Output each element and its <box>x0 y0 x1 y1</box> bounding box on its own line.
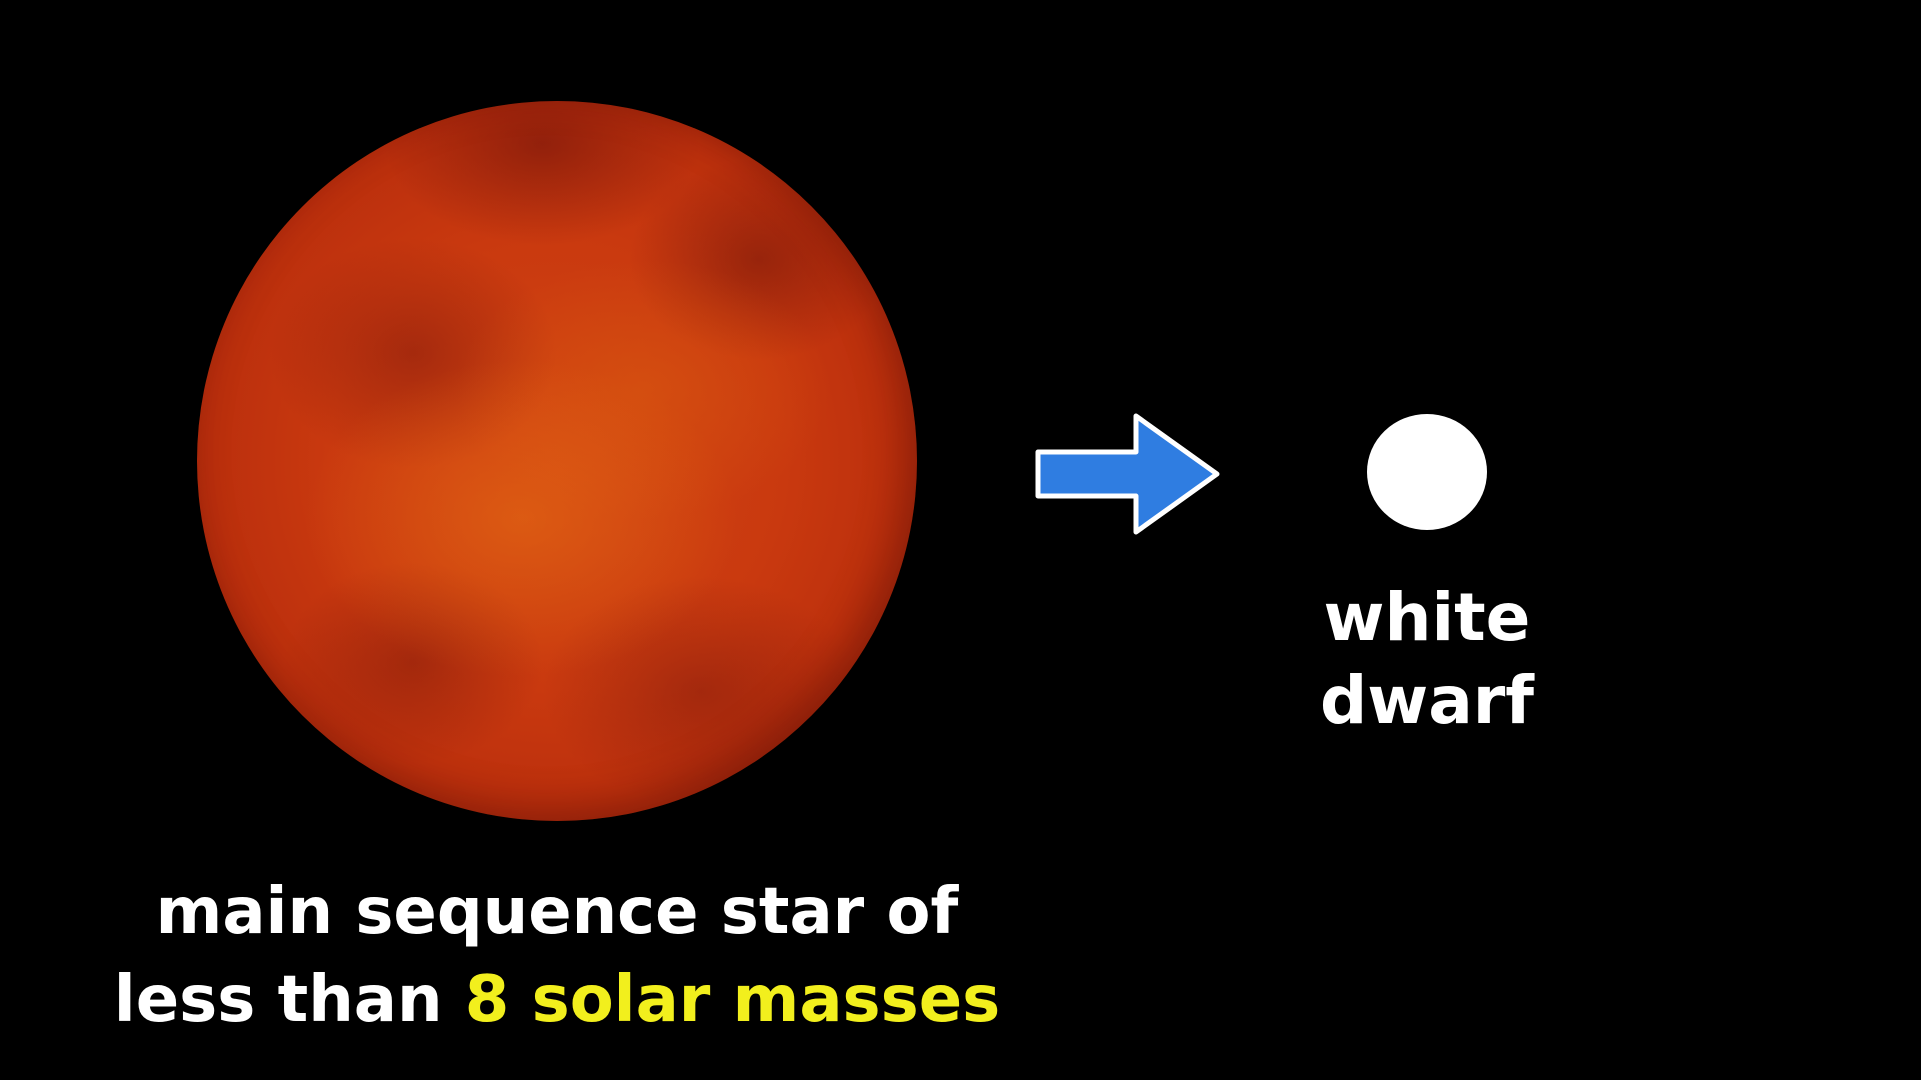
white-dwarf-label-line2: dwarf <box>1319 662 1535 739</box>
star-caption-line1: main sequence star of <box>155 875 959 949</box>
white-dwarf-label-line1: white <box>1323 579 1531 656</box>
star-caption: main sequence star of less than 8 solar … <box>97 868 1017 1044</box>
solar-mass-highlight: 8 solar masses <box>464 963 1001 1037</box>
star-caption-line2: less than 8 solar masses <box>97 956 1017 1044</box>
white-dwarf <box>1367 414 1487 530</box>
white-dwarf-label: white dwarf <box>1267 576 1587 742</box>
main-sequence-star <box>197 101 917 821</box>
right-arrow-icon <box>1035 413 1220 535</box>
star-caption-prefix: less than <box>113 963 465 1037</box>
